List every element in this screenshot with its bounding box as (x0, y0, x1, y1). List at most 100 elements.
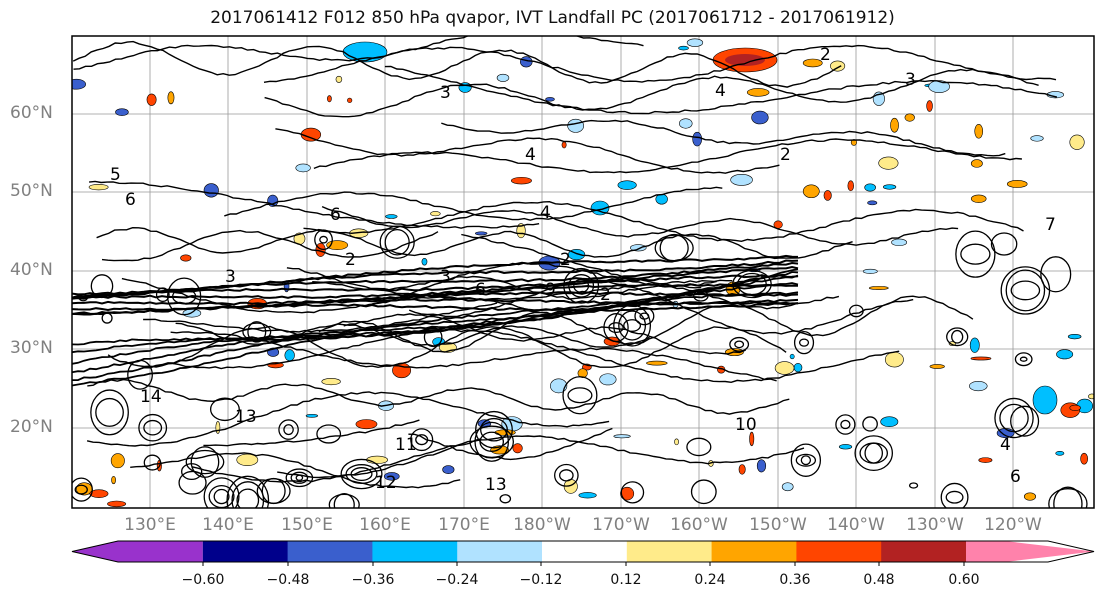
contour-label: 3 (905, 70, 916, 90)
contour-label: 12 (375, 473, 397, 493)
shading-patch (774, 361, 795, 375)
shading-patch (305, 413, 319, 418)
contour-line (620, 481, 645, 504)
shading-patch (678, 45, 689, 51)
shading-patch (838, 444, 853, 450)
shading-patch (88, 183, 109, 191)
contour-line (343, 313, 746, 355)
shading-patch (617, 180, 637, 190)
contour-line (480, 417, 508, 442)
lat-label: 50°N (10, 181, 53, 201)
colorbar-segment (542, 541, 628, 562)
shading-patch (295, 163, 311, 173)
lon-label: 170°W (592, 515, 650, 535)
contour-line (256, 478, 291, 504)
shading-patch (883, 184, 897, 190)
contour-line (316, 424, 342, 444)
shading-patch (545, 97, 555, 102)
contour-line (95, 397, 124, 427)
contour-line (634, 306, 655, 326)
contour-line (686, 437, 712, 457)
contour-line (940, 482, 969, 508)
contour-line (854, 435, 894, 471)
shading-patch (620, 486, 635, 501)
contour-line (379, 225, 415, 259)
contour-line (166, 277, 202, 316)
shading-patch (862, 268, 878, 274)
contour-line (908, 482, 919, 489)
contour-line (623, 319, 642, 332)
shading-patch (674, 438, 679, 446)
shading-patch (347, 97, 353, 103)
contour-line (121, 277, 525, 314)
contour-line (72, 274, 799, 300)
colorbar-tick-label: 0.48 (863, 572, 895, 588)
shading-patch (867, 200, 878, 206)
contour-line (729, 336, 750, 352)
shading-patch (180, 254, 192, 262)
shading-patch (926, 100, 933, 112)
contour-line (231, 481, 265, 508)
contour-line (345, 464, 378, 484)
contour-label: 4 (525, 145, 536, 165)
contour-line (559, 469, 574, 482)
contour-line (1019, 356, 1028, 362)
contour-label: 10 (735, 415, 757, 435)
shading-patch (970, 194, 987, 203)
shading-patch (236, 453, 259, 466)
qvapor-shading (72, 38, 1094, 508)
contour-line (362, 262, 717, 307)
contour-line (290, 471, 309, 484)
contour-line (955, 230, 996, 278)
contour-label: 14 (140, 387, 162, 407)
contour-line (143, 419, 163, 436)
contour-line (737, 272, 767, 296)
shading-patch (969, 381, 988, 392)
contour-line (72, 302, 798, 316)
contour-line (384, 65, 1058, 115)
contour-label: 4 (1000, 435, 1011, 455)
shading-patch (1030, 135, 1044, 142)
colorbar-tick-label: −0.60 (181, 572, 225, 588)
contour-line (603, 313, 629, 343)
contour-line (303, 200, 1024, 243)
contour-line (690, 479, 717, 505)
contour-line (224, 186, 723, 221)
colorbar-segment (626, 541, 713, 562)
contour-line (321, 205, 959, 246)
contour-line (191, 435, 805, 483)
contour-line (608, 322, 624, 334)
contour-line (946, 327, 969, 347)
contour-line (469, 425, 515, 459)
shading-patch (904, 113, 915, 122)
lat-label: 60°N (10, 103, 53, 123)
shading-patch (823, 190, 832, 201)
contour-line (790, 443, 822, 477)
lon-label: 120°W (984, 515, 1042, 535)
contour-line (618, 310, 647, 341)
contour-label: 13 (485, 475, 507, 495)
contour-line (90, 274, 114, 298)
contour-line (143, 454, 162, 471)
lat-label: 40°N (10, 260, 53, 280)
contour-line (318, 295, 974, 353)
contour-line (283, 424, 294, 436)
colorbar-segment (202, 541, 289, 562)
contour-line (209, 397, 240, 422)
contour-line (314, 229, 333, 251)
contour-line (278, 419, 299, 440)
colorbar-segment (457, 541, 543, 562)
lon-label: 150°W (749, 515, 807, 535)
contour-line (408, 280, 914, 335)
contour-line (319, 235, 328, 244)
contour-line (178, 470, 207, 495)
contour-line (275, 128, 780, 174)
contour-line (138, 413, 168, 442)
colorbar-segment (711, 541, 797, 562)
contour-line (800, 455, 812, 466)
contour-line (86, 391, 610, 447)
contour-line (798, 338, 810, 347)
shading-patch (970, 159, 983, 168)
shading-patch (1023, 492, 1037, 501)
lat-label: 30°N (10, 338, 53, 358)
